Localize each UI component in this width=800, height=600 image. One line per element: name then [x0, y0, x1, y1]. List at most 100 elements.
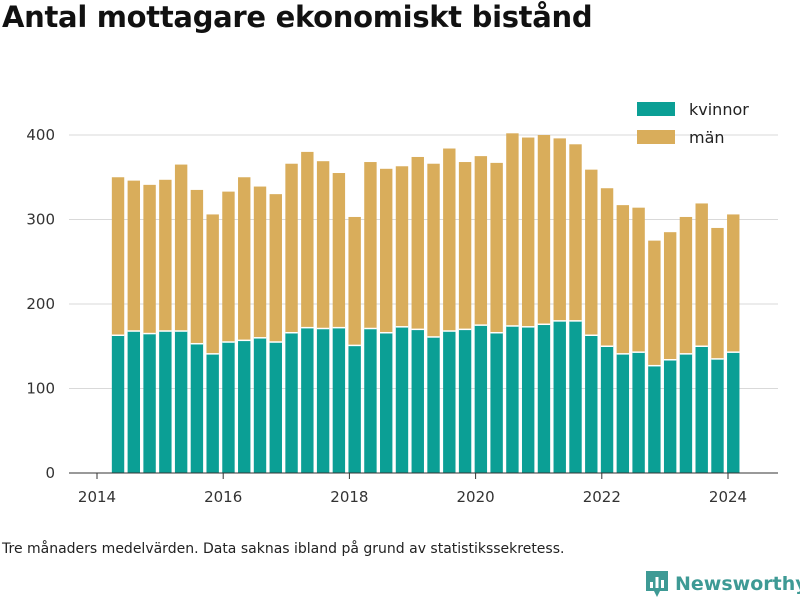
bar-män-2019-08: [443, 148, 456, 332]
bar-kvinnor-2016-08: [253, 337, 267, 473]
bar-män-2018-11: [395, 166, 409, 327]
bar-kvinnor-2023-02: [663, 359, 677, 473]
bar-kvinnor-2023-05: [679, 353, 693, 473]
bar-män-2023-08: [695, 203, 708, 347]
legend-label-kvinnor: kvinnor: [689, 100, 749, 119]
bar-män-2022-05: [616, 205, 630, 354]
bar-kvinnor-2021-05: [553, 320, 566, 473]
bar-män-2020-05: [490, 162, 503, 333]
bar-män-2015-11: [206, 214, 219, 354]
legend-swatch-kvinnor: [637, 102, 675, 116]
bar-kvinnor-2015-05: [174, 331, 188, 473]
bar-män-2022-08: [632, 207, 645, 353]
bar-kvinnor-2016-11: [269, 342, 282, 473]
bar-män-2020-11: [521, 137, 535, 327]
y-tick-label-0: 0: [45, 464, 55, 482]
legend-label-man: män: [689, 128, 725, 147]
x-tick-label-2016: 2016: [204, 488, 242, 506]
bar-kvinnor-2020-11: [521, 326, 535, 473]
bar-män-2021-05: [553, 138, 566, 321]
bar-kvinnor-2014-08: [127, 331, 141, 473]
legend-swatch-man: [637, 130, 675, 144]
bar-män-2023-05: [679, 216, 693, 354]
bar-kvinnor-2018-05: [364, 328, 377, 473]
bar-män-2021-11: [585, 169, 598, 336]
bar-män-2016-11: [269, 194, 282, 343]
bar-kvinnor-2015-02: [159, 331, 172, 473]
bar-män-2017-08: [316, 161, 330, 329]
x-tick-label-2022: 2022: [583, 488, 621, 506]
bar-kvinnor-2019-08: [443, 331, 456, 473]
bar-män-2016-05: [238, 177, 251, 341]
bar-kvinnor-2017-08: [316, 328, 330, 473]
bar-kvinnor-2022-11: [648, 365, 661, 473]
x-tick-label-2020: 2020: [457, 488, 495, 506]
bar-kvinnor-2014-05: [111, 335, 125, 473]
bar-män-2014-05: [111, 177, 125, 336]
x-tick-label-2014: 2014: [78, 488, 116, 506]
bars: [111, 133, 740, 473]
chart-title: Antal mottagare ekonomiskt bistånd: [2, 0, 593, 34]
y-tick-label-100: 100: [26, 380, 55, 398]
brand-logo: Newsworthy: [644, 569, 800, 599]
bar-kvinnor-2017-02: [285, 332, 298, 473]
bar-män-2018-02: [348, 216, 361, 346]
bar-kvinnor-2016-05: [238, 340, 251, 473]
bar-kvinnor-2017-11: [332, 327, 346, 473]
bar-män-2017-11: [332, 173, 346, 328]
bar-män-2015-02: [159, 179, 172, 332]
bar-kvinnor-2017-05: [301, 327, 314, 473]
x-tick-label-2018: 2018: [330, 488, 368, 506]
bar-kvinnor-2023-11: [711, 358, 724, 473]
bar-män-2020-02: [474, 156, 488, 326]
bar-kvinnor-2023-08: [695, 346, 708, 473]
bar-chart-logo-icon: [646, 571, 668, 597]
bar-kvinnor-2021-11: [585, 335, 598, 473]
chart-note: Tre månaders medelvärden. Data saknas ib…: [2, 541, 565, 557]
bar-män-2016-02: [222, 191, 235, 343]
bar-kvinnor-2018-11: [395, 326, 409, 473]
bar-kvinnor-2022-05: [616, 353, 630, 473]
bar-män-2015-05: [174, 164, 188, 332]
bar-män-2019-02: [411, 156, 424, 330]
bar-män-2022-11: [648, 240, 661, 366]
bar-män-2023-02: [663, 232, 677, 360]
bar-kvinnor-2020-02: [474, 325, 488, 473]
bar-män-2022-02: [600, 188, 614, 347]
bar-män-2016-08: [253, 186, 267, 338]
bar-kvinnor-2019-11: [458, 329, 472, 473]
bar-kvinnor-2019-02: [411, 329, 424, 473]
axes: 0 100 200 300 400 2014 2016 2018 2020 2022 2024: [26, 126, 778, 506]
bar-män-2017-05: [301, 151, 314, 328]
bar-män-2014-08: [127, 180, 141, 332]
bar-kvinnor-2016-02: [222, 342, 235, 473]
legend: kvinnor män: [637, 100, 749, 147]
bar-kvinnor-2018-02: [348, 345, 361, 473]
bar-män-2015-08: [190, 189, 204, 344]
bar-kvinnor-2015-11: [206, 353, 219, 473]
bar-män-2019-05: [427, 163, 440, 337]
bar-kvinnor-2021-02: [537, 324, 551, 473]
bar-män-2024-02: [727, 214, 740, 353]
bar-män-2020-08: [506, 133, 519, 326]
chart: 0 100 200 300 400 2014 2016 2018 2020 2022 2024 kv…: [26, 100, 778, 506]
y-tick-label-300: 300: [26, 211, 55, 229]
bar-kvinnor-2014-11: [143, 333, 156, 473]
bar-kvinnor-2022-08: [632, 352, 645, 473]
bar-kvinnor-2018-08: [380, 332, 393, 473]
bar-män-2021-08: [569, 144, 582, 321]
bar-män-2017-02: [285, 163, 298, 333]
bar-män-2019-11: [458, 162, 472, 330]
bar-kvinnor-2024-02: [727, 352, 740, 473]
bar-kvinnor-2020-08: [506, 325, 519, 473]
bar-kvinnor-2021-08: [569, 320, 582, 473]
bar-kvinnor-2019-05: [427, 336, 440, 473]
bar-män-2021-02: [537, 135, 551, 325]
bar-män-2018-08: [380, 168, 393, 333]
bar-män-2018-05: [364, 162, 377, 329]
bar-kvinnor-2015-08: [190, 343, 204, 473]
x-tick-label-2024: 2024: [709, 488, 747, 506]
bar-kvinnor-2020-05: [490, 332, 503, 473]
brand-name: Newsworthy: [675, 573, 800, 595]
y-tick-label-200: 200: [26, 295, 55, 313]
